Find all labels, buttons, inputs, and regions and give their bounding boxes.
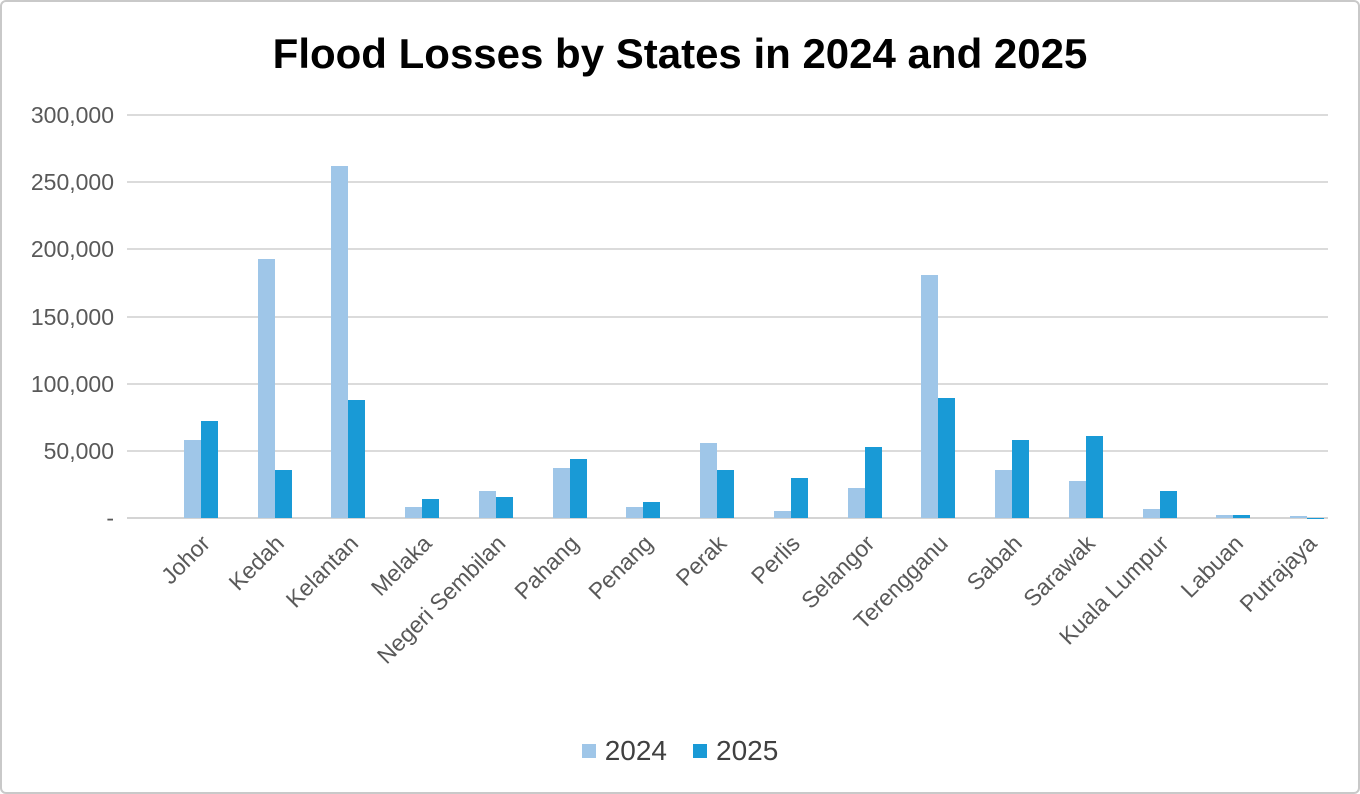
bar-group [754, 115, 828, 518]
legend-label-2024: 2024 [604, 735, 667, 766]
bar-2024-sabah [995, 469, 1013, 518]
bar-2025-melaka [422, 499, 440, 518]
bar-2024-kelantan [331, 166, 349, 518]
legend-swatch-2024-icon [581, 744, 596, 758]
bar-group [1197, 115, 1271, 518]
y-axis-tick-label: 150,000 [30, 303, 114, 330]
bar-2025-penang [643, 501, 661, 518]
x-axis-label: Sabah [961, 530, 1027, 596]
y-axis-tick-label: - [106, 505, 114, 531]
gridline [127, 382, 1328, 385]
bar-2024-terengganu [921, 274, 939, 518]
gridline [127, 114, 1328, 116]
bar-2025-kedah [274, 469, 292, 518]
y-axis-tick-label: 100,000 [30, 370, 114, 397]
y-axis-tick-label: 300,000 [30, 102, 114, 128]
bar-2025-sarawak [1085, 436, 1103, 518]
bar-2025-perak [717, 469, 735, 518]
x-axis-label: Penang [583, 530, 658, 605]
x-axis-label: Pahang [509, 530, 584, 605]
bar-group [238, 115, 312, 518]
bar-2024-penang [626, 506, 644, 518]
bar-2024-kuala-lumpur [1142, 508, 1160, 518]
bar-2024-labuan [1216, 515, 1234, 518]
bar-2025-terengganu [938, 398, 956, 518]
bar-2025-johor [200, 421, 218, 518]
bar-2024-johor [183, 440, 201, 518]
bar-2024-perak [700, 442, 718, 518]
chart-title: Flood Losses by States in 2024 and 2025 [272, 30, 1088, 77]
legend-item-2024: 2024 [581, 735, 667, 767]
legend-label-2025: 2025 [716, 735, 779, 766]
bar-group [1123, 115, 1197, 518]
x-axis-label: Johor [156, 530, 216, 590]
bar-2025-kelantan [348, 399, 366, 518]
bar-group [459, 115, 533, 518]
bar-group [1270, 115, 1344, 518]
bar-group [533, 115, 607, 518]
x-axis-label: Kedah [223, 530, 289, 596]
bar-group [680, 115, 754, 518]
x-axis-label: Perak [670, 530, 732, 591]
plot-area [127, 114, 1328, 519]
bar-group [312, 115, 386, 518]
x-axis-label: Putrajaya [1234, 530, 1322, 618]
bar-2024-perlis [773, 511, 791, 518]
bar-2025-pahang [569, 458, 587, 518]
bar-group [828, 115, 902, 518]
bar-2025-sabah [1012, 440, 1030, 518]
gridline [127, 449, 1328, 452]
bar-2025-labuan [1233, 514, 1251, 518]
bar-2025-negeri-sembilan [495, 496, 513, 518]
y-axis-tick-label: 250,000 [30, 169, 114, 196]
y-axis-tick-label: 50,000 [43, 437, 114, 464]
legend: 2024 2025 [2, 735, 1358, 767]
legend-item-2025: 2025 [693, 735, 778, 767]
bar-2024-selangor [847, 487, 865, 518]
bar-group [607, 115, 681, 518]
bar-group [164, 115, 238, 518]
bar-group [1049, 115, 1123, 518]
bar-2024-melaka [405, 506, 423, 518]
gridline [127, 315, 1328, 318]
bar-2024-pahang [552, 468, 570, 518]
bar-2024-kedah [257, 258, 275, 518]
legend-swatch-2025-icon [693, 744, 707, 758]
bar-2025-kuala-lumpur [1159, 491, 1177, 518]
x-axis-label: Labuan [1175, 530, 1248, 603]
bar-2024-negeri-sembilan [478, 491, 496, 518]
bar-2024-putrajaya [1290, 516, 1308, 518]
bar-group [902, 115, 976, 518]
bar-2025-perlis [790, 477, 808, 518]
bar-2024-sarawak [1068, 481, 1086, 518]
bar-2025-selangor [864, 446, 882, 518]
x-axis-label: Perlis [746, 530, 806, 590]
bar-group [975, 115, 1049, 518]
bars-row [164, 115, 1344, 518]
x-axis-line [127, 517, 1328, 519]
gridline [127, 181, 1328, 184]
bar-group [385, 115, 459, 518]
y-axis-tick-label: 200,000 [30, 236, 114, 263]
x-axis-label: Kelantan [280, 530, 363, 613]
x-axis-label: Melaka [365, 530, 437, 601]
gridline [127, 248, 1328, 251]
x-axis-label: Negeri Sembilan [371, 530, 511, 669]
